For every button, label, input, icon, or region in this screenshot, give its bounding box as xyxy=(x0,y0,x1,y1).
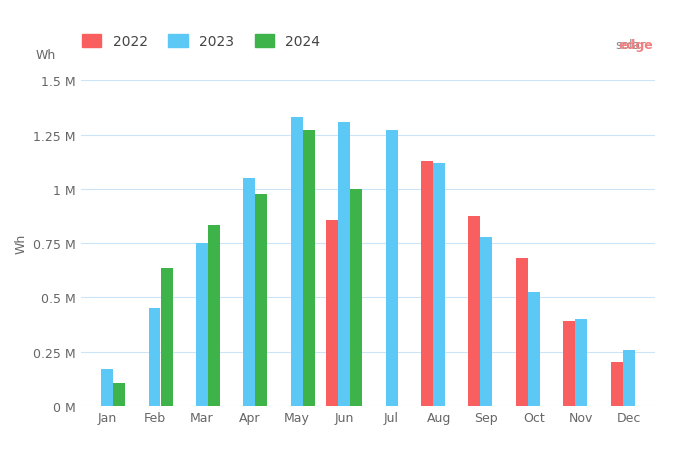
Bar xyxy=(623,351,634,406)
Bar xyxy=(256,195,267,406)
Bar xyxy=(516,259,528,406)
Text: edge: edge xyxy=(619,39,653,52)
Bar xyxy=(468,216,480,406)
Bar xyxy=(244,179,255,406)
Bar xyxy=(433,163,445,406)
Bar xyxy=(385,131,398,406)
Legend: 2022, 2023, 2024: 2022, 2023, 2024 xyxy=(76,30,326,55)
Bar xyxy=(338,122,350,406)
Bar xyxy=(481,237,492,406)
Bar xyxy=(421,161,433,406)
Bar xyxy=(161,268,173,406)
Text: Wh: Wh xyxy=(35,49,55,62)
Bar xyxy=(196,244,208,406)
Bar xyxy=(563,322,575,406)
Bar xyxy=(101,369,113,406)
Bar xyxy=(303,131,315,406)
Bar xyxy=(291,118,302,406)
Bar xyxy=(113,383,125,406)
Bar xyxy=(575,319,587,406)
Text: solar: solar xyxy=(616,39,646,52)
Bar xyxy=(350,189,362,406)
Y-axis label: Wh: Wh xyxy=(14,234,27,253)
Bar xyxy=(208,225,220,406)
Bar xyxy=(326,221,338,406)
Bar xyxy=(611,363,622,406)
Bar xyxy=(528,292,540,406)
Bar xyxy=(148,308,161,406)
